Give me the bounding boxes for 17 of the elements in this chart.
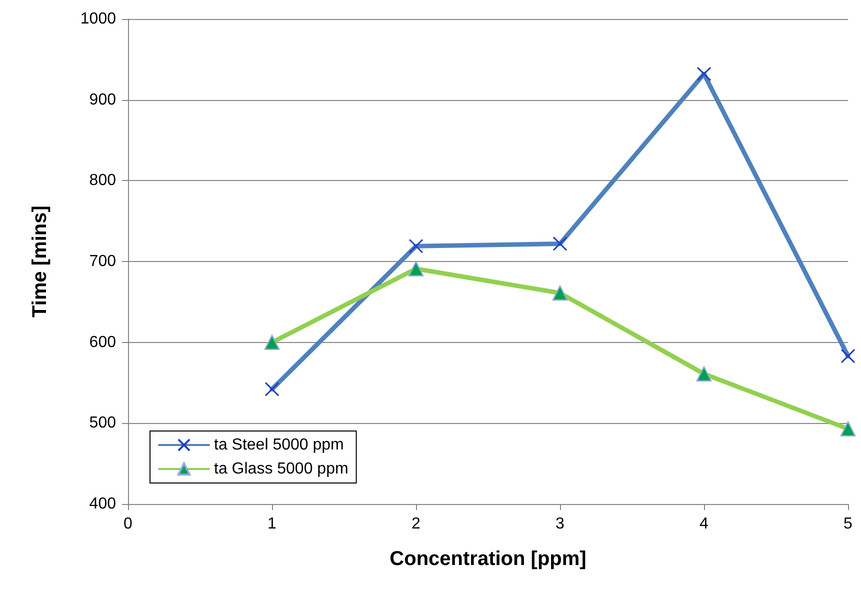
y-tick-label: 1000 <box>80 10 116 28</box>
y-tick-label: 900 <box>89 91 116 108</box>
y-tick-label: 700 <box>89 253 116 270</box>
y-tick-label: 500 <box>89 414 116 432</box>
legend-label: ta Glass 5000 ppm <box>214 460 348 478</box>
x-tick-label: 0 <box>124 516 133 532</box>
x-tick-label: 3 <box>556 516 565 532</box>
legend-label: ta Steel 5000 ppm <box>214 436 344 454</box>
x-tick-label: 5 <box>844 516 853 532</box>
y-tick-label: 800 <box>89 172 116 190</box>
x-tick-label: 1 <box>268 516 277 532</box>
x-tick-label: 2 <box>412 516 421 532</box>
y-axis-title: Time [mins] <box>29 206 51 318</box>
x-tick-label: 4 <box>700 516 709 532</box>
x-axis-title: Concentration [ppm] <box>390 548 586 570</box>
y-tick-label: 600 <box>89 334 116 351</box>
y-tick-label: 400 <box>89 496 116 512</box>
